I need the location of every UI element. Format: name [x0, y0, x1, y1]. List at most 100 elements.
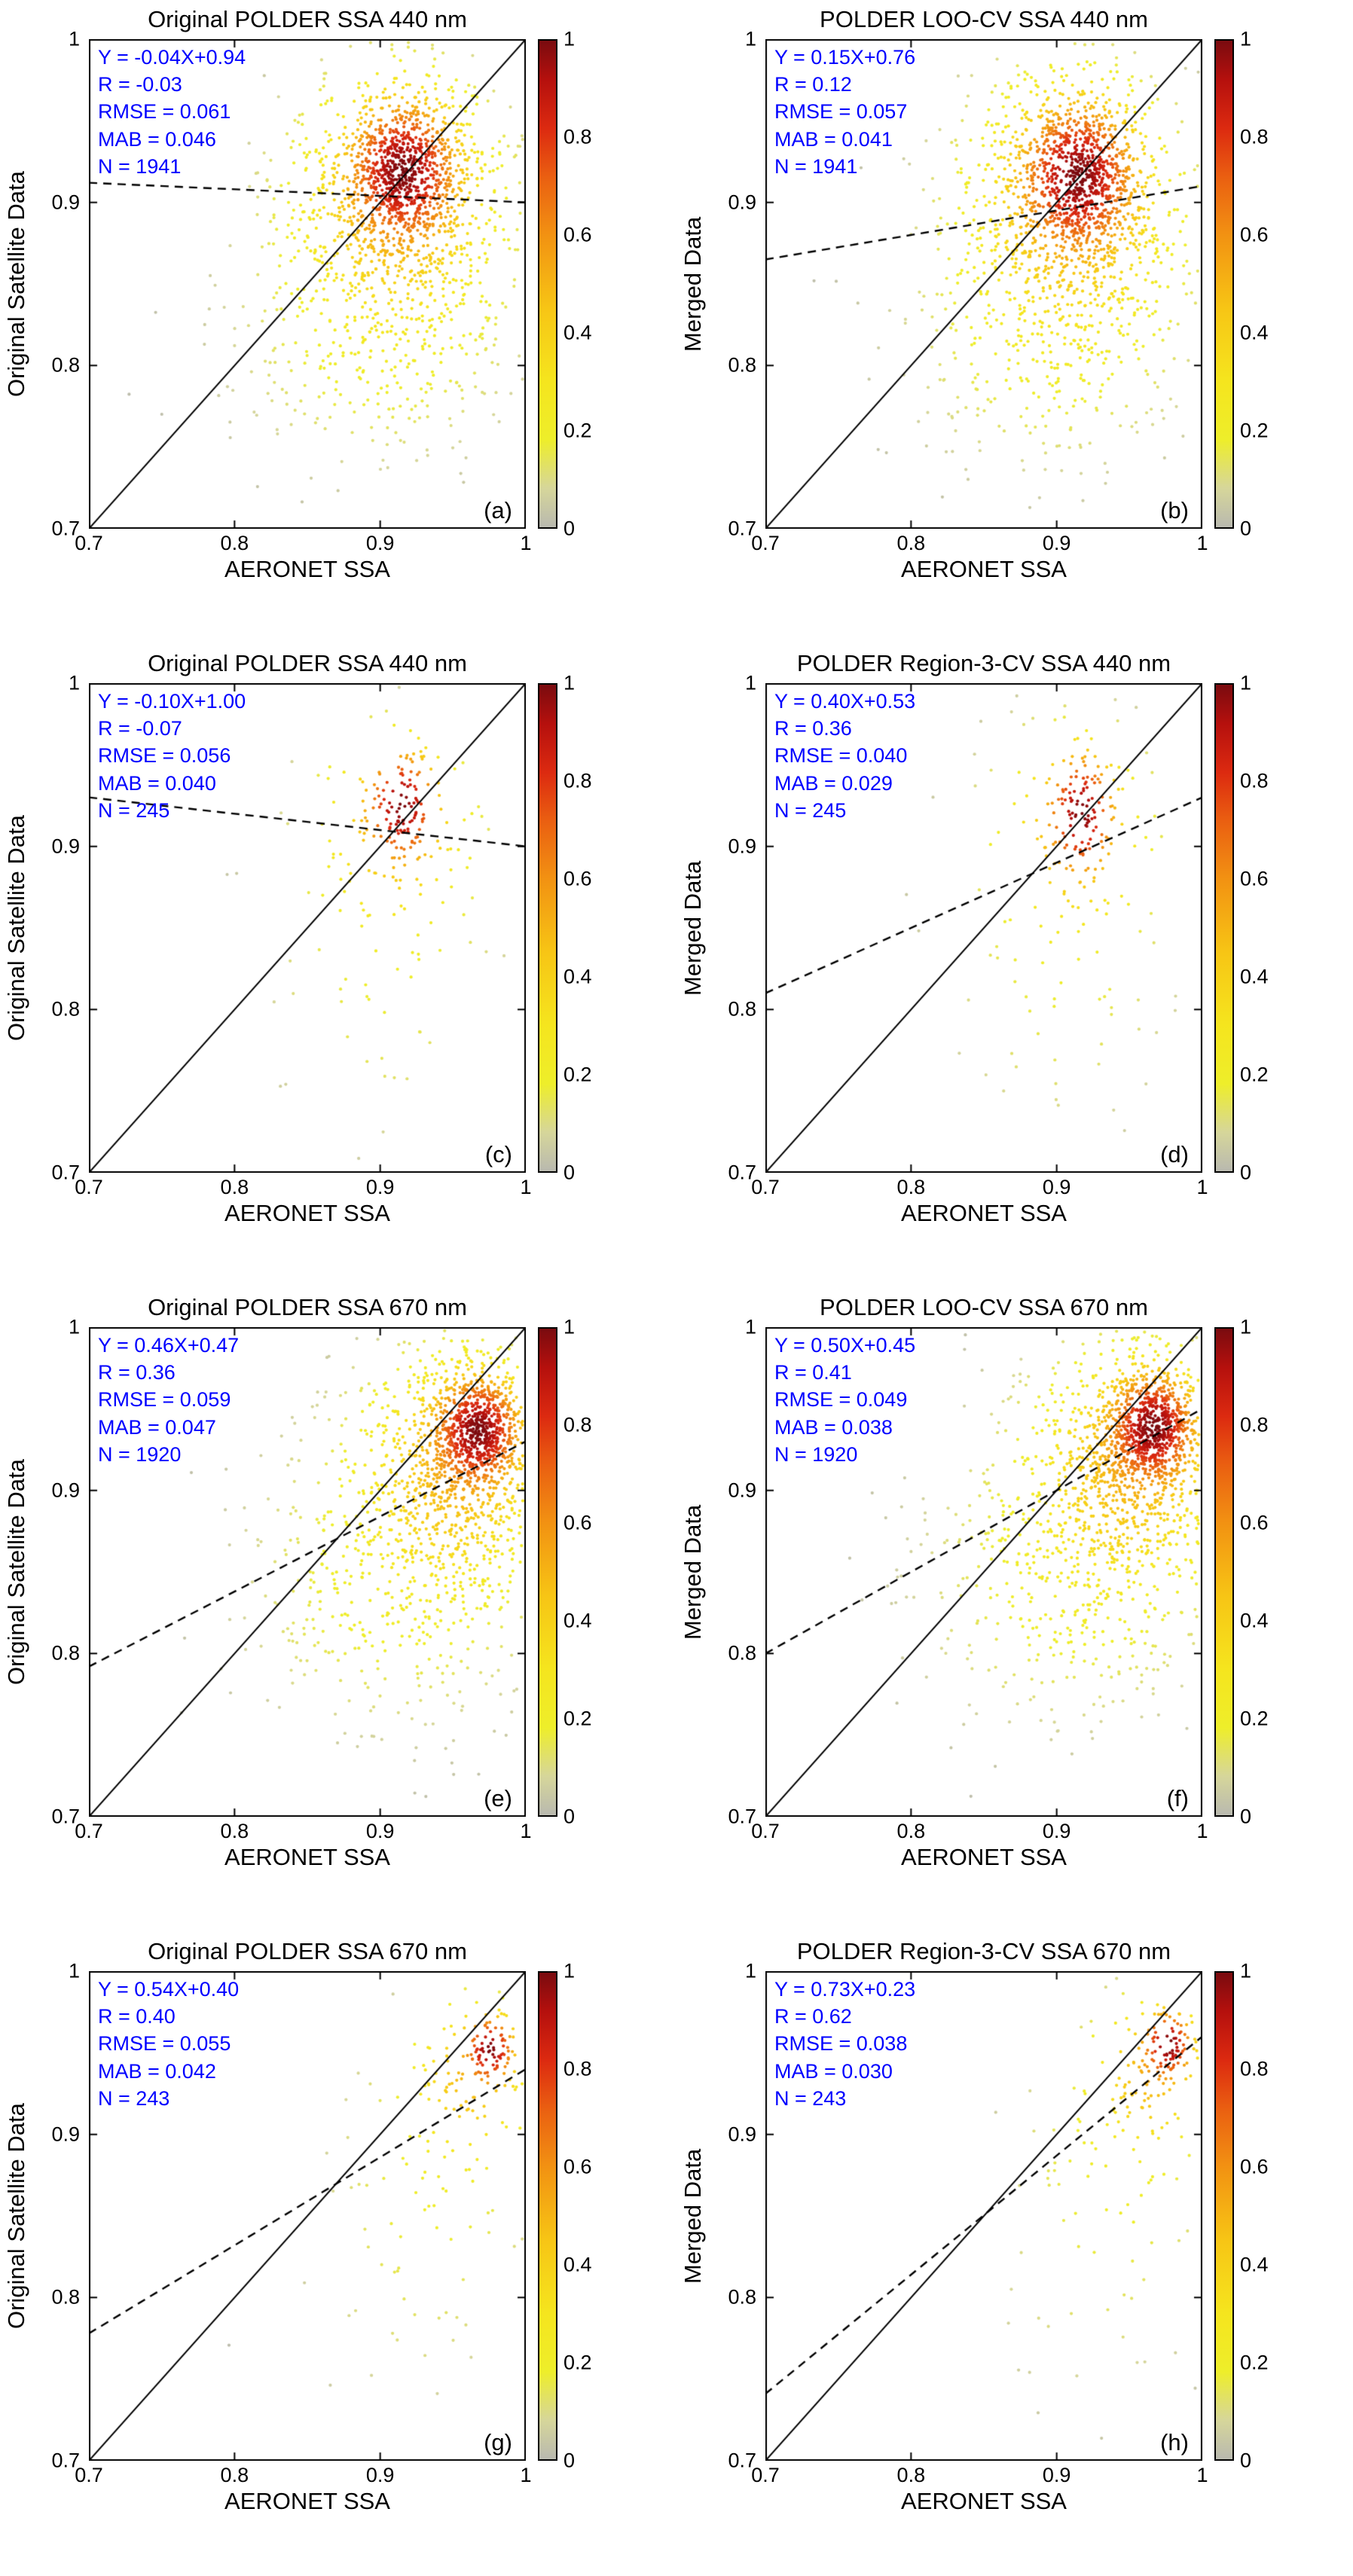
x-axis-ticks: 0.7 0.8 0.9 1: [751, 1820, 1208, 1842]
colorbar-tick-label: 1: [1240, 27, 1252, 50]
fit-equation-text: Y = -0.04X+0.94: [98, 46, 246, 69]
panel-letter: (b): [1160, 497, 1189, 523]
colorbar-tick-label: 1: [1240, 1959, 1252, 1982]
rmse-text: RMSE = 0.056: [98, 744, 231, 768]
panel-letter: (d): [1160, 1141, 1189, 1167]
colorbar-tick-label: 0.2: [563, 2351, 592, 2374]
y-tick-label: 0.7: [728, 1805, 756, 1828]
rmse-text: RMSE = 0.040: [774, 744, 908, 768]
y-tick-label: 0.9: [728, 835, 756, 858]
y-axis-label: Merged Data: [680, 216, 706, 352]
colorbar-tick-label: 0.2: [1240, 419, 1269, 442]
scatter-panel: POLDER Region-3-CV SSA 440 nm Merged Dat…: [676, 644, 1353, 1288]
colorbar-tick-label: 0.8: [1240, 769, 1269, 792]
mab-text: MAB = 0.040: [98, 771, 216, 795]
panel-letter: (e): [484, 1785, 512, 1811]
x-axis-ticks: 0.7 0.8 0.9 1: [75, 1820, 531, 1842]
correlation-text: R = -0.07: [98, 717, 182, 740]
colorbar-gradient: [538, 1971, 557, 2461]
colorbar-ticks: 0 0.2 0.4 0.6 0.8 1: [563, 1316, 616, 1828]
colorbar-gradient: [1214, 1971, 1234, 2461]
scatter-panel: Original POLDER SSA 440 nm Original Sate…: [0, 0, 676, 644]
n-count-text: N = 1920: [98, 1442, 182, 1466]
y-axis-label: Original Satellite Data: [3, 1459, 29, 1685]
colorbar-tick-label: 0.6: [1240, 223, 1269, 246]
colorbar-ticks: 0 0.2 0.4 0.6 0.8 1: [1240, 1316, 1293, 1828]
stats-block: Y = -0.04X+0.94 R = -0.03 RMSE = 0.061 M…: [98, 44, 246, 180]
stats-block: Y = 0.73X+0.23 R = 0.62 RMSE = 0.038 MAB…: [774, 1976, 915, 2112]
colorbar-tick-label: 0.4: [563, 321, 592, 344]
y-axis-ticks: 0.7 0.8 0.9 1: [29, 1960, 84, 2472]
colorbar-tick-label: 1: [563, 1959, 576, 1982]
y-tick-label: 1: [744, 671, 756, 694]
y-tick-label: 1: [68, 671, 80, 694]
y-tick-label: 0.7: [51, 2449, 80, 2472]
stats-block: Y = 0.50X+0.45 R = 0.41 RMSE = 0.049 MAB…: [774, 1332, 915, 1468]
plot-title: Original POLDER SSA 670 nm: [148, 1938, 467, 1964]
x-axis-label: AERONET SSA: [901, 556, 1067, 582]
y-tick-label: 1: [68, 27, 80, 50]
y-axis-ticks: 0.7 0.8 0.9 1: [705, 1960, 761, 2472]
scatter-panel: Original POLDER SSA 670 nm Original Sate…: [0, 1932, 676, 2576]
panel-letter: (c): [484, 1141, 512, 1167]
plot-title: POLDER Region-3-CV SSA 670 nm: [796, 1938, 1171, 1964]
y-tick-label: 1: [744, 1315, 756, 1338]
colorbar-gradient: [1214, 683, 1234, 1173]
colorbar-ticks: 0 0.2 0.4 0.6 0.8 1: [563, 672, 616, 1184]
x-tick-label: 1: [1196, 1176, 1208, 1198]
x-tick-label: 1: [1196, 532, 1208, 554]
x-axis-label: AERONET SSA: [901, 2488, 1067, 2514]
colorbar-tick-label: 0: [1240, 517, 1252, 540]
scatter-panel: Original POLDER SSA 670 nm Original Sate…: [0, 1288, 676, 1932]
plot-title: Original POLDER SSA 670 nm: [148, 1294, 467, 1320]
y-tick-label: 0.9: [51, 191, 80, 214]
y-tick-label: 0.8: [51, 1641, 80, 1665]
x-tick-label: 1: [520, 532, 532, 554]
colorbar-tick-label: 0.8: [563, 769, 592, 792]
stats-block: Y = 0.54X+0.40 R = 0.40 RMSE = 0.055 MAB…: [98, 1976, 239, 2112]
rmse-text: RMSE = 0.049: [774, 1388, 908, 1412]
plot-title: Original POLDER SSA 440 nm: [148, 6, 467, 32]
x-tick-label: 0.8: [220, 1176, 249, 1198]
colorbar-tick-label: 0.6: [563, 2155, 592, 2178]
plot-title: Original POLDER SSA 440 nm: [148, 650, 467, 676]
x-tick-label: 1: [1196, 1820, 1208, 1842]
colorbar-tick-label: 0.2: [563, 1063, 592, 1086]
panel-letter: (h): [1160, 2429, 1189, 2455]
colorbar-tick-label: 0.6: [1240, 2155, 1269, 2178]
plot-area: Y = 0.40X+0.53 R = 0.36 RMSE = 0.040 MAB…: [765, 683, 1202, 1173]
mab-text: MAB = 0.042: [98, 2059, 216, 2083]
correlation-text: R = -0.03: [98, 73, 182, 96]
n-count-text: N = 245: [774, 798, 847, 822]
plot-area: Y = 0.15X+0.76 R = 0.12 RMSE = 0.057 MAB…: [765, 39, 1202, 529]
rmse-text: RMSE = 0.059: [98, 1388, 231, 1412]
fit-equation-text: Y = 0.73X+0.23: [774, 1978, 916, 2001]
y-axis-ticks: 0.7 0.8 0.9 1: [29, 1316, 84, 1828]
colorbar-tick-label: 0: [563, 517, 576, 540]
scatter-panel: POLDER Region-3-CV SSA 670 nm Merged Dat…: [676, 1932, 1353, 2576]
n-count-text: N = 1941: [98, 154, 182, 178]
y-tick-label: 0.8: [728, 353, 756, 377]
plot-area: Y = -0.04X+0.94 R = -0.03 RMSE = 0.061 M…: [89, 39, 526, 529]
fit-equation-text: Y = 0.40X+0.53: [774, 690, 916, 713]
y-axis-ticks: 0.7 0.8 0.9 1: [705, 1316, 761, 1828]
scatter-canvas: [89, 1327, 526, 1817]
rmse-text: RMSE = 0.061: [98, 100, 231, 124]
y-axis-label: Original Satellite Data: [3, 171, 29, 397]
y-tick-label: 0.7: [51, 1161, 80, 1184]
x-axis-label: AERONET SSA: [224, 1200, 390, 1226]
x-tick-label: 0.7: [751, 2464, 780, 2486]
stats-block: Y = 0.46X+0.47 R = 0.36 RMSE = 0.059 MAB…: [98, 1332, 239, 1468]
colorbar-tick-label: 0.8: [1240, 125, 1269, 148]
y-axis-ticks: 0.7 0.8 0.9 1: [29, 28, 84, 540]
n-count-text: N = 1920: [774, 1442, 858, 1466]
x-axis-label: AERONET SSA: [901, 1844, 1067, 1870]
x-tick-label: 0.8: [896, 1176, 926, 1198]
y-tick-label: 0.9: [728, 191, 756, 214]
y-tick-label: 0.9: [51, 835, 80, 858]
y-tick-label: 0.7: [51, 1805, 80, 1828]
mab-text: MAB = 0.046: [98, 127, 216, 151]
x-axis-label: AERONET SSA: [224, 2488, 390, 2514]
y-tick-label: 0.8: [51, 2285, 80, 2309]
fit-equation-text: Y = 0.15X+0.76: [774, 46, 916, 69]
